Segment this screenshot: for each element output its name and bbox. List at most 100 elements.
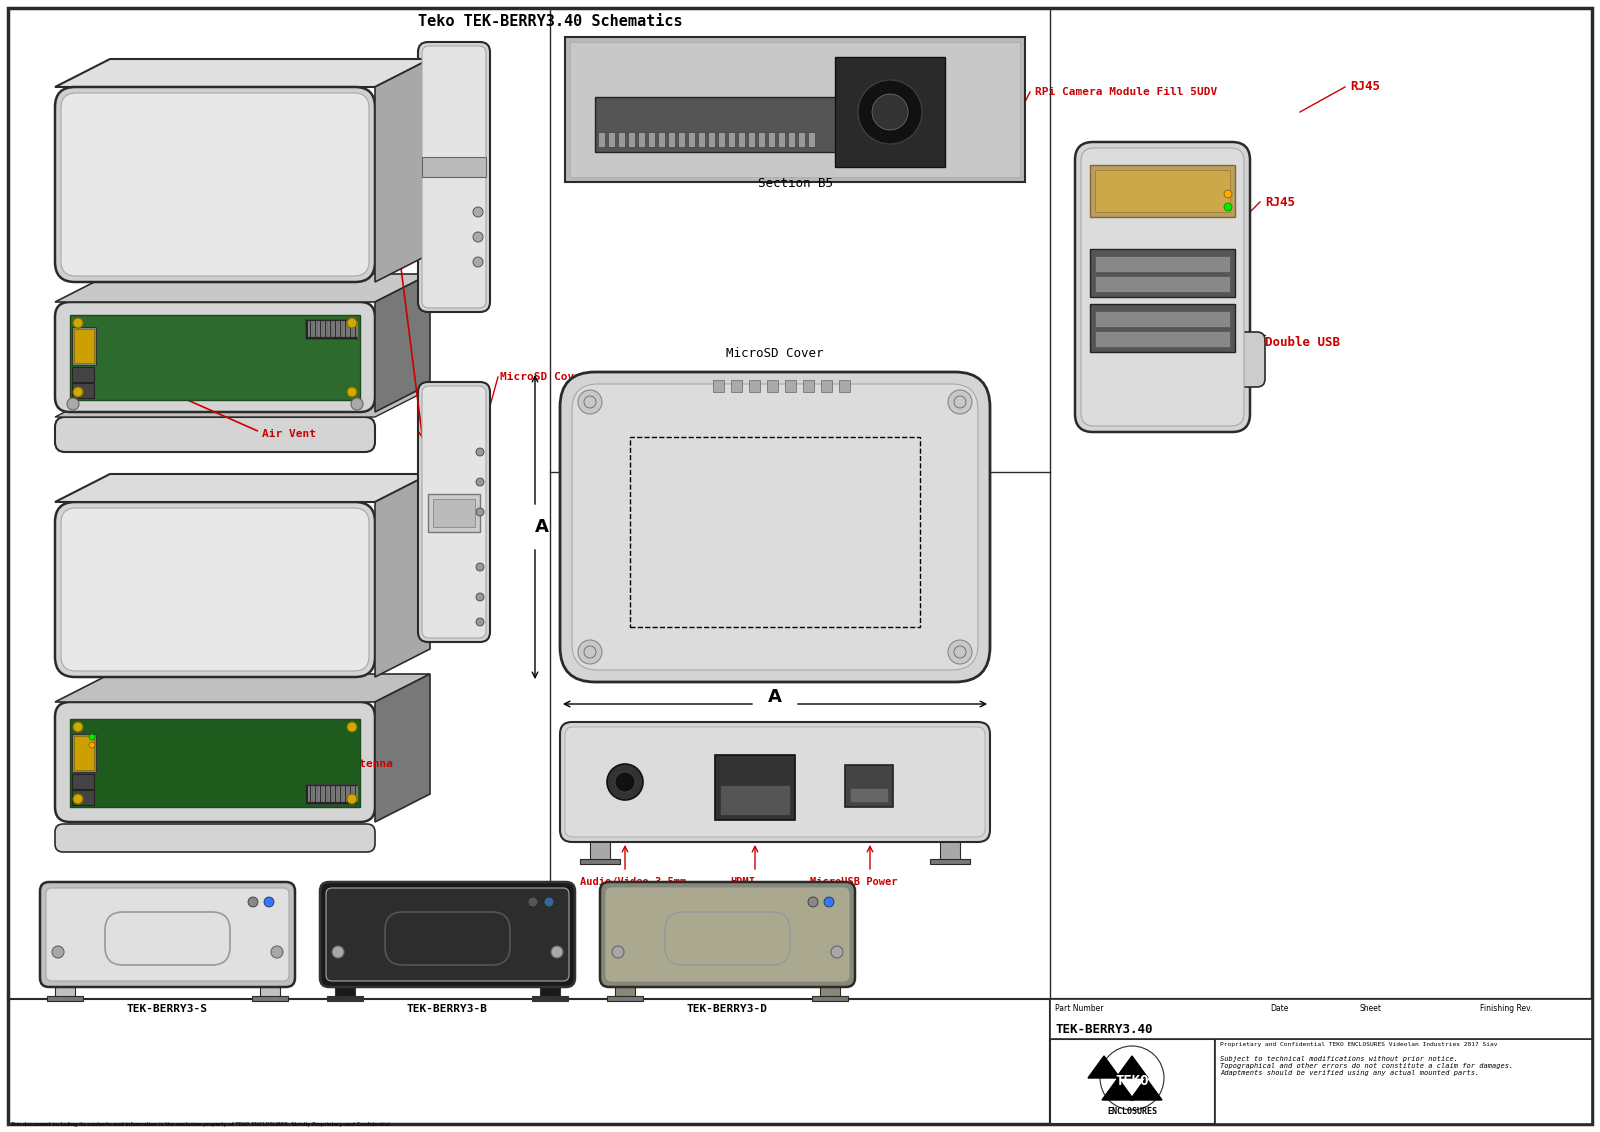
Bar — [669, 132, 675, 147]
Bar — [766, 380, 778, 392]
Circle shape — [74, 794, 83, 804]
Text: Finishing Rev.: Finishing Rev. — [1480, 1004, 1533, 1013]
Bar — [749, 132, 755, 147]
Bar — [1090, 249, 1235, 297]
Bar — [334, 985, 355, 997]
Circle shape — [264, 897, 274, 907]
FancyBboxPatch shape — [1082, 148, 1245, 426]
Bar — [336, 786, 338, 801]
FancyBboxPatch shape — [320, 882, 574, 987]
Circle shape — [477, 508, 483, 516]
Polygon shape — [374, 59, 430, 282]
Bar — [688, 132, 694, 147]
FancyBboxPatch shape — [54, 417, 374, 452]
Bar — [326, 996, 363, 1001]
Bar — [1094, 276, 1230, 292]
Bar — [845, 765, 893, 807]
Polygon shape — [374, 474, 430, 677]
Bar — [1050, 1000, 1592, 1124]
Bar — [1050, 1000, 1592, 1039]
Bar — [314, 321, 315, 337]
FancyBboxPatch shape — [418, 42, 490, 312]
Bar — [341, 321, 342, 337]
Polygon shape — [374, 674, 430, 822]
Bar — [72, 774, 94, 789]
Text: Section B5: Section B5 — [757, 177, 832, 190]
Bar — [1214, 1039, 1592, 1124]
Bar — [838, 380, 850, 392]
Bar — [618, 132, 626, 147]
Text: LED Guide Light: LED Guide Light — [310, 180, 411, 190]
Polygon shape — [54, 674, 430, 702]
Bar — [70, 315, 360, 400]
Text: RJ45: RJ45 — [1350, 80, 1379, 94]
Bar — [570, 42, 1021, 177]
Bar — [819, 985, 840, 997]
Bar — [434, 499, 475, 528]
FancyBboxPatch shape — [560, 722, 990, 842]
Bar — [72, 734, 96, 772]
Circle shape — [477, 618, 483, 626]
Text: Subject to technical modifications without prior notice.
Topographical and other: Subject to technical modifications witho… — [1221, 1056, 1514, 1077]
Text: MicroSD Cover: MicroSD Cover — [499, 372, 587, 381]
Circle shape — [824, 897, 834, 907]
Bar — [349, 786, 350, 801]
Bar — [595, 97, 854, 152]
Circle shape — [830, 946, 843, 958]
FancyBboxPatch shape — [326, 887, 570, 981]
Bar — [758, 132, 765, 147]
Circle shape — [1224, 190, 1232, 198]
Bar — [354, 321, 355, 337]
FancyBboxPatch shape — [606, 887, 850, 981]
Bar — [808, 132, 814, 147]
FancyBboxPatch shape — [46, 887, 290, 981]
Text: Part Number: Part Number — [1054, 1004, 1104, 1013]
Circle shape — [74, 318, 83, 328]
Polygon shape — [374, 274, 430, 412]
Bar — [346, 321, 347, 337]
Bar — [813, 996, 848, 1001]
Text: ENCLOSURES: ENCLOSURES — [1107, 1106, 1157, 1115]
Circle shape — [270, 946, 283, 958]
Bar — [749, 380, 760, 392]
Polygon shape — [1102, 1078, 1134, 1100]
Text: Audio/Video 3.5mm: Audio/Video 3.5mm — [579, 877, 686, 887]
Bar — [738, 132, 746, 147]
Bar — [259, 985, 280, 997]
Bar — [678, 132, 685, 147]
FancyBboxPatch shape — [40, 882, 294, 987]
Bar — [541, 985, 560, 997]
Bar — [658, 132, 666, 147]
Polygon shape — [54, 389, 430, 417]
FancyBboxPatch shape — [54, 501, 374, 677]
Circle shape — [1224, 203, 1232, 211]
Bar — [328, 321, 330, 337]
Text: LED Guide Light: LED Guide Light — [310, 257, 411, 267]
Polygon shape — [54, 274, 430, 302]
Text: RPi Camera Module Fill 5UDV: RPi Camera Module Fill 5UDV — [1035, 87, 1218, 97]
Bar — [606, 996, 643, 1001]
Bar — [333, 786, 334, 801]
Bar — [731, 380, 742, 392]
Text: TEK-BERRY3-S: TEK-BERRY3-S — [126, 1004, 208, 1014]
Text: A: A — [534, 518, 549, 535]
Bar — [74, 329, 94, 363]
Bar — [70, 719, 360, 807]
Bar — [341, 786, 342, 801]
Bar — [72, 327, 96, 365]
Bar — [323, 321, 325, 337]
Circle shape — [947, 640, 973, 664]
Circle shape — [578, 640, 602, 664]
Bar — [310, 321, 312, 337]
Circle shape — [347, 722, 357, 732]
Bar — [355, 321, 357, 337]
Bar — [346, 786, 347, 801]
Bar — [331, 786, 333, 801]
Text: Sheet: Sheet — [1360, 1004, 1382, 1013]
Bar — [74, 736, 94, 770]
Text: This document including its contents and information is the exclusive property o: This document including its contents and… — [10, 1122, 392, 1127]
Bar — [1090, 305, 1235, 352]
Bar — [333, 321, 334, 337]
FancyBboxPatch shape — [565, 727, 986, 837]
Text: TEKO: TEKO — [1115, 1074, 1149, 1088]
